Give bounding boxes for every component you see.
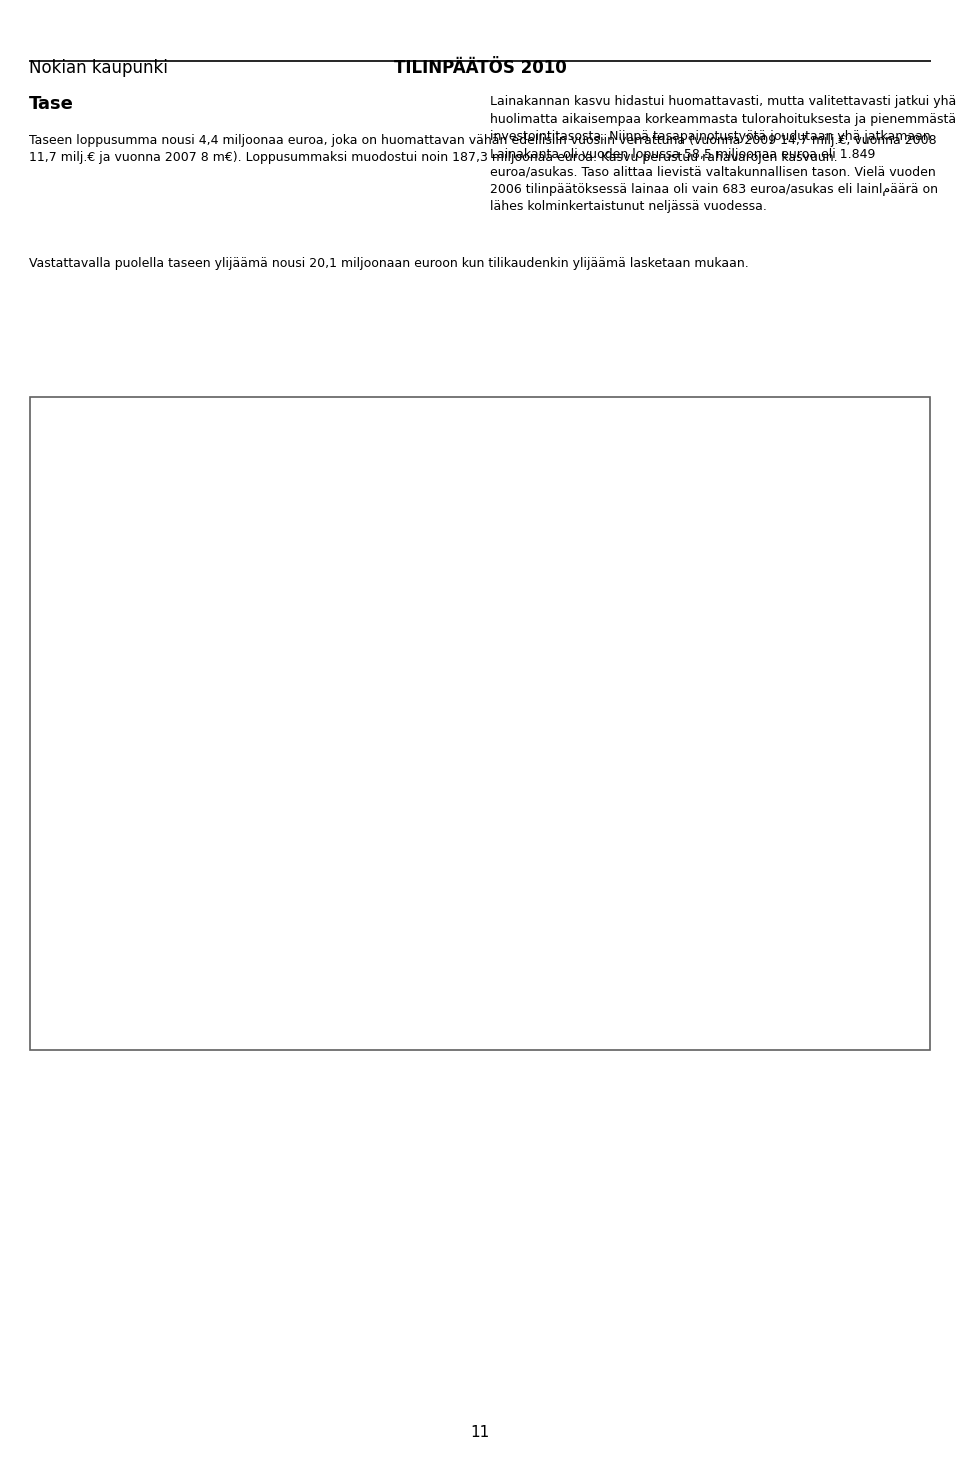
Bar xyxy=(112,892,154,1006)
Bar xyxy=(408,923,448,1006)
Legend: Vuosikate, Nettoinvestoinnit, Poistot: Vuosikate, Nettoinvestoinnit, Poistot xyxy=(295,486,708,514)
Bar xyxy=(629,870,669,1006)
Y-axis label: m€: m€ xyxy=(32,782,56,796)
Bar xyxy=(850,786,891,1006)
Bar xyxy=(481,889,522,1006)
Bar xyxy=(777,827,817,1006)
Bar xyxy=(703,914,743,1006)
Text: Nokian kaupunki: Nokian kaupunki xyxy=(29,59,168,76)
Bar xyxy=(260,780,300,1006)
Text: Tase: Tase xyxy=(29,95,74,113)
Text: 11: 11 xyxy=(470,1425,490,1440)
Bar xyxy=(186,939,227,1006)
Text: TILINPÄÄTÖS 2010: TILINPÄÄTÖS 2010 xyxy=(394,59,566,76)
Text: Taseen loppusumma nousi 4,4 miljoonaa euroa, joka on huomattavan vähän edellisii: Taseen loppusumma nousi 4,4 miljoonaa eu… xyxy=(29,134,936,165)
Text: Vastattavalla puolella taseen ylijäämä nousi 20,1 miljoonaan euroon kun tilikaud: Vastattavalla puolella taseen ylijäämä n… xyxy=(29,257,749,270)
Title: Tulorahoituksen riittävyys: Tulorahoituksen riittävyys xyxy=(348,499,656,520)
Text: Lainakannan kasvu hidastui huomattavasti, mutta valitettavasti jatkui yhä huolim: Lainakannan kasvu hidastui huomattavasti… xyxy=(490,95,956,213)
Bar xyxy=(334,906,374,1006)
Bar xyxy=(555,889,595,1006)
